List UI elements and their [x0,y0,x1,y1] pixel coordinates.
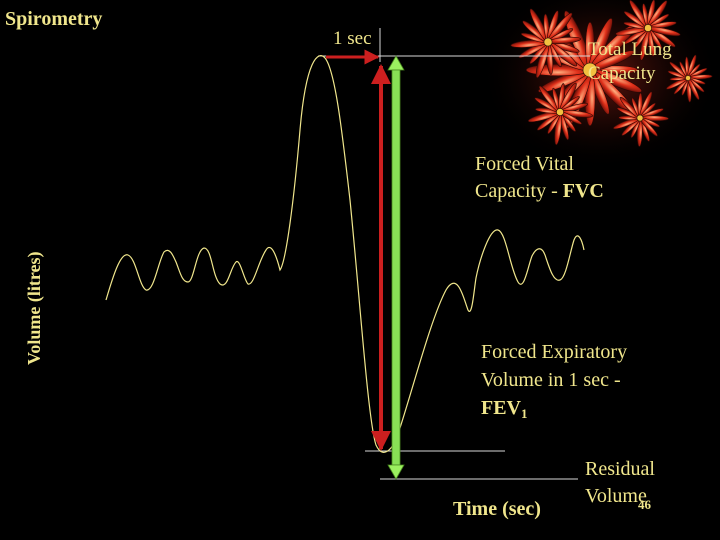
fvc-arrow [387,55,405,480]
fev1-label-line3: FEV1 [481,394,627,428]
page-number: 46 [638,497,651,512]
fvc-label: Forced Vital Capacity - FVC [475,151,604,205]
fev1-label: Forced Expiratory Volume in 1 sec - FEV1 [481,338,627,428]
flower-center [636,114,644,122]
flower-center [543,37,553,47]
fvc-label-line2: Capacity - FVC [475,178,604,205]
x-axis-label: Time (sec) [453,498,541,520]
flower-center [582,62,598,78]
spirometry-trace [105,55,585,453]
fev1-label-line1: Forced Expiratory [481,341,628,363]
fev-subscript: 1 [521,406,528,421]
residual-volume-label: Residual Volume [585,456,655,510]
fvc-label-line1: Forced Vital [475,153,574,175]
flower-center [685,75,691,81]
residual-volume-line2: Volume [585,485,647,507]
fvc-label-prefix: Capacity - [475,180,563,202]
slide-title: Spirometry [5,8,103,30]
flower-center [644,24,652,32]
one-sec-label: 1 sec [333,28,372,49]
y-axis-label: Volume (litres) [24,251,44,365]
fev-abbreviation: FEV [481,397,521,419]
total-lung-capacity-label: Total Lung Capacity [588,39,672,84]
fev1-label-line2: Volume in 1 sec - [481,369,621,391]
flower-center [556,108,564,116]
residual-volume-line1: Residual [585,458,655,480]
fvc-abbreviation: FVC [562,180,604,202]
